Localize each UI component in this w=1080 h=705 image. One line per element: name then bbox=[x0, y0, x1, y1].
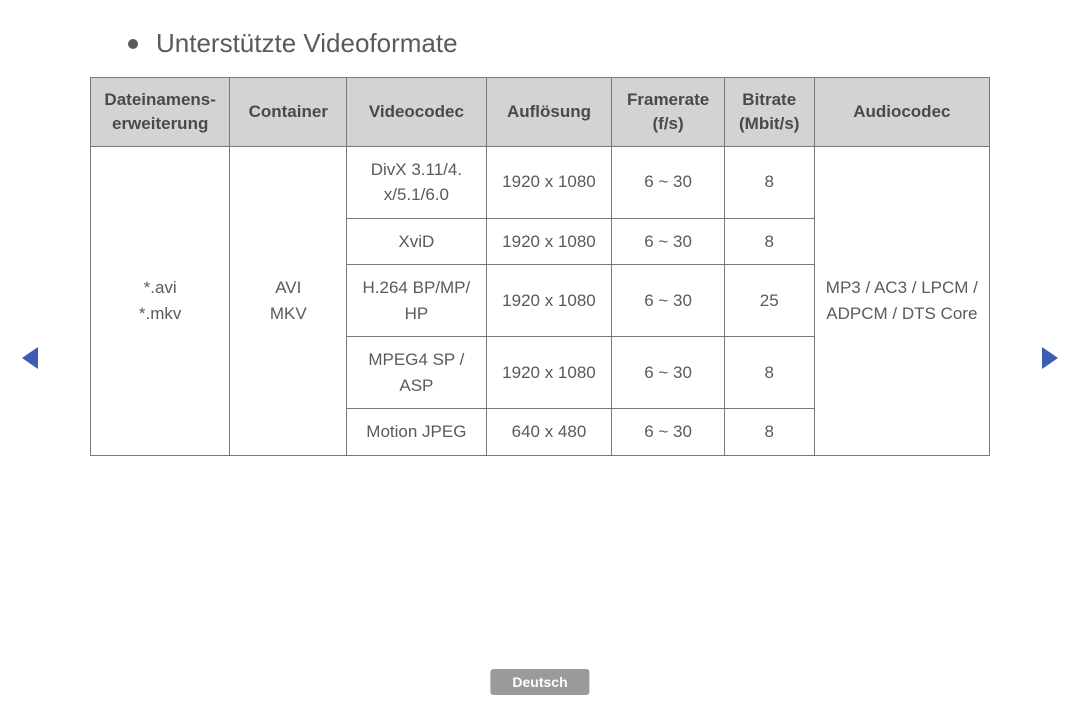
cell-codec: H.264 BP/MP/HP bbox=[347, 265, 486, 337]
col-framerate: Framerate(f/s) bbox=[612, 78, 724, 147]
cell-container: AVIMKV bbox=[230, 146, 347, 455]
title-row: Unterstützte Videoformate bbox=[128, 28, 990, 59]
cell-resolution: 1920 x 1080 bbox=[486, 337, 612, 409]
col-bitrate: Bitrate(Mbit/s) bbox=[724, 78, 814, 147]
col-videocodec: Videocodec bbox=[347, 78, 486, 147]
cell-codec: Motion JPEG bbox=[347, 409, 486, 456]
cell-framerate: 6 ~ 30 bbox=[612, 337, 724, 409]
col-resolution: Auflösung bbox=[486, 78, 612, 147]
triangle-left-icon bbox=[20, 345, 40, 371]
table-body: *.avi*.mkv AVIMKV DivX 3.11/4.x/5.1/6.0 … bbox=[91, 146, 990, 455]
cell-framerate: 6 ~ 30 bbox=[612, 146, 724, 218]
bullet-icon bbox=[128, 39, 138, 49]
cell-codec: XviD bbox=[347, 218, 486, 265]
prev-page-button[interactable] bbox=[20, 345, 40, 371]
cell-codec: MPEG4 SP /ASP bbox=[347, 337, 486, 409]
cell-framerate: 6 ~ 30 bbox=[612, 265, 724, 337]
cell-resolution: 640 x 480 bbox=[486, 409, 612, 456]
cell-bitrate: 8 bbox=[724, 409, 814, 456]
col-container: Container bbox=[230, 78, 347, 147]
cell-codec: DivX 3.11/4.x/5.1/6.0 bbox=[347, 146, 486, 218]
cell-extension: *.avi*.mkv bbox=[91, 146, 230, 455]
cell-bitrate: 8 bbox=[724, 146, 814, 218]
table-row: *.avi*.mkv AVIMKV DivX 3.11/4.x/5.1/6.0 … bbox=[91, 146, 990, 218]
cell-resolution: 1920 x 1080 bbox=[486, 146, 612, 218]
cell-audiocodec: MP3 / AC3 / LPCM / ADPCM / DTS Core bbox=[814, 146, 989, 455]
page-title: Unterstützte Videoformate bbox=[156, 28, 458, 59]
cell-framerate: 6 ~ 30 bbox=[612, 409, 724, 456]
language-badge: Deutsch bbox=[490, 669, 589, 695]
col-extension: Dateinamens-erweiterung bbox=[91, 78, 230, 147]
page-content: Unterstützte Videoformate Dateinamens-er… bbox=[0, 0, 1080, 456]
triangle-right-icon bbox=[1040, 345, 1060, 371]
cell-resolution: 1920 x 1080 bbox=[486, 265, 612, 337]
formats-table-wrap: Dateinamens-erweiterung Container Videoc… bbox=[90, 77, 990, 456]
formats-table: Dateinamens-erweiterung Container Videoc… bbox=[90, 77, 990, 456]
next-page-button[interactable] bbox=[1040, 345, 1060, 371]
cell-bitrate: 25 bbox=[724, 265, 814, 337]
cell-framerate: 6 ~ 30 bbox=[612, 218, 724, 265]
cell-bitrate: 8 bbox=[724, 218, 814, 265]
table-header-row: Dateinamens-erweiterung Container Videoc… bbox=[91, 78, 990, 147]
col-audiocodec: Audiocodec bbox=[814, 78, 989, 147]
cell-resolution: 1920 x 1080 bbox=[486, 218, 612, 265]
cell-bitrate: 8 bbox=[724, 337, 814, 409]
